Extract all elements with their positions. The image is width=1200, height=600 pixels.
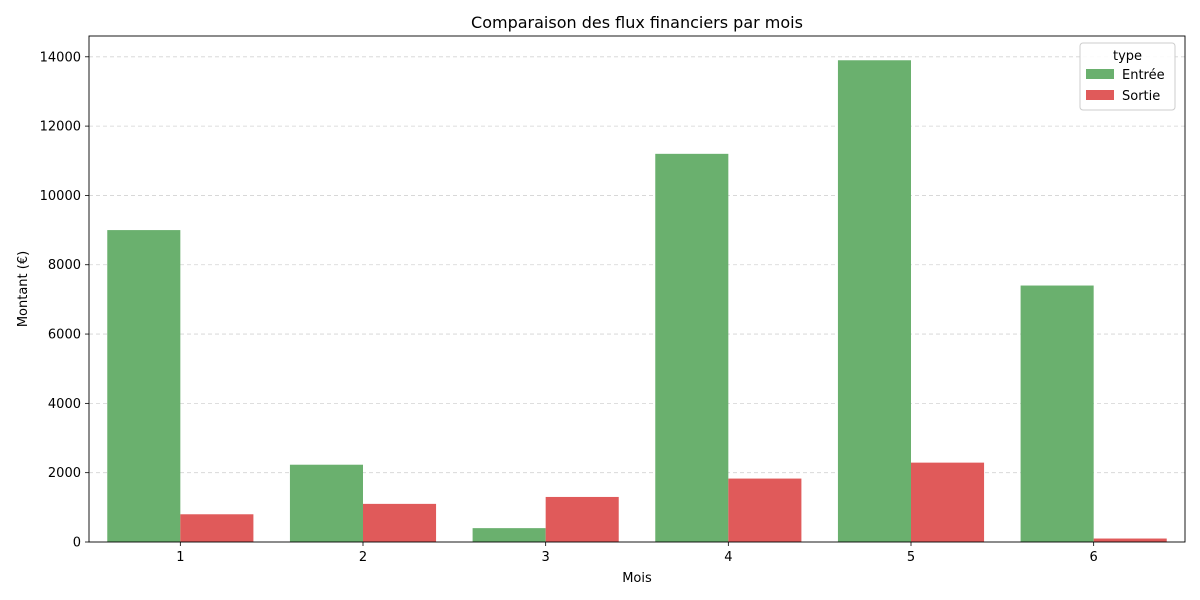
bar-sortie-2 — [363, 503, 437, 542]
bar-entr-e-5 — [837, 60, 911, 542]
legend-swatch — [1086, 69, 1114, 79]
y-tick-label: 0 — [73, 536, 81, 551]
y-tick-label: 4000 — [48, 397, 81, 412]
legend: type Entrée Sortie — [1079, 42, 1176, 111]
bars-layer — [107, 60, 1167, 542]
legend-label: Sortie — [1122, 89, 1160, 104]
plot-frame — [88, 35, 1186, 543]
y-tick-label: 6000 — [48, 328, 81, 343]
y-tick-label: 10000 — [40, 189, 81, 204]
x-tick-label: 2 — [359, 550, 367, 565]
bar-entr-e-2 — [289, 464, 363, 542]
x-tick-label: 3 — [542, 550, 550, 565]
x-tick-label: 4 — [724, 550, 732, 565]
bar-sortie-4 — [728, 478, 802, 542]
legend-entries: Entrée Sortie — [1086, 68, 1165, 104]
bar-sortie-3 — [545, 496, 619, 542]
legend-label: Entrée — [1122, 68, 1165, 83]
bar-entr-e-1 — [107, 230, 181, 542]
axes-layer — [88, 35, 1186, 543]
x-tick-label: 5 — [907, 550, 915, 565]
y-tick-label: 2000 — [48, 466, 81, 481]
x-tick-label: 6 — [1090, 550, 1098, 565]
x-tick-label: 1 — [176, 550, 184, 565]
grid-layer — [89, 56, 1185, 474]
y-tick-label: 12000 — [40, 120, 81, 135]
y-tick-label: 8000 — [48, 258, 81, 273]
bar-sortie-6 — [1093, 538, 1167, 542]
x-axis-title: Mois — [622, 571, 652, 586]
bar-entr-e-4 — [655, 153, 729, 542]
bar-entr-e-3 — [472, 528, 546, 542]
bar-sortie-5 — [911, 462, 985, 542]
ticks-layer: 0 2000 4000 6000 8000 10000 12000 14000 1 2 3 4 5 6 — [40, 50, 1098, 565]
y-tick-label: 14000 — [40, 50, 81, 65]
bar-entr-e-6 — [1020, 285, 1094, 542]
chart-title: Comparaison des flux financiers par mois — [471, 13, 803, 32]
y-axis-title: Montant (€) — [16, 251, 31, 327]
bar-sortie-1 — [180, 514, 254, 542]
legend-title: type — [1113, 49, 1142, 64]
legend-swatch — [1086, 90, 1114, 100]
